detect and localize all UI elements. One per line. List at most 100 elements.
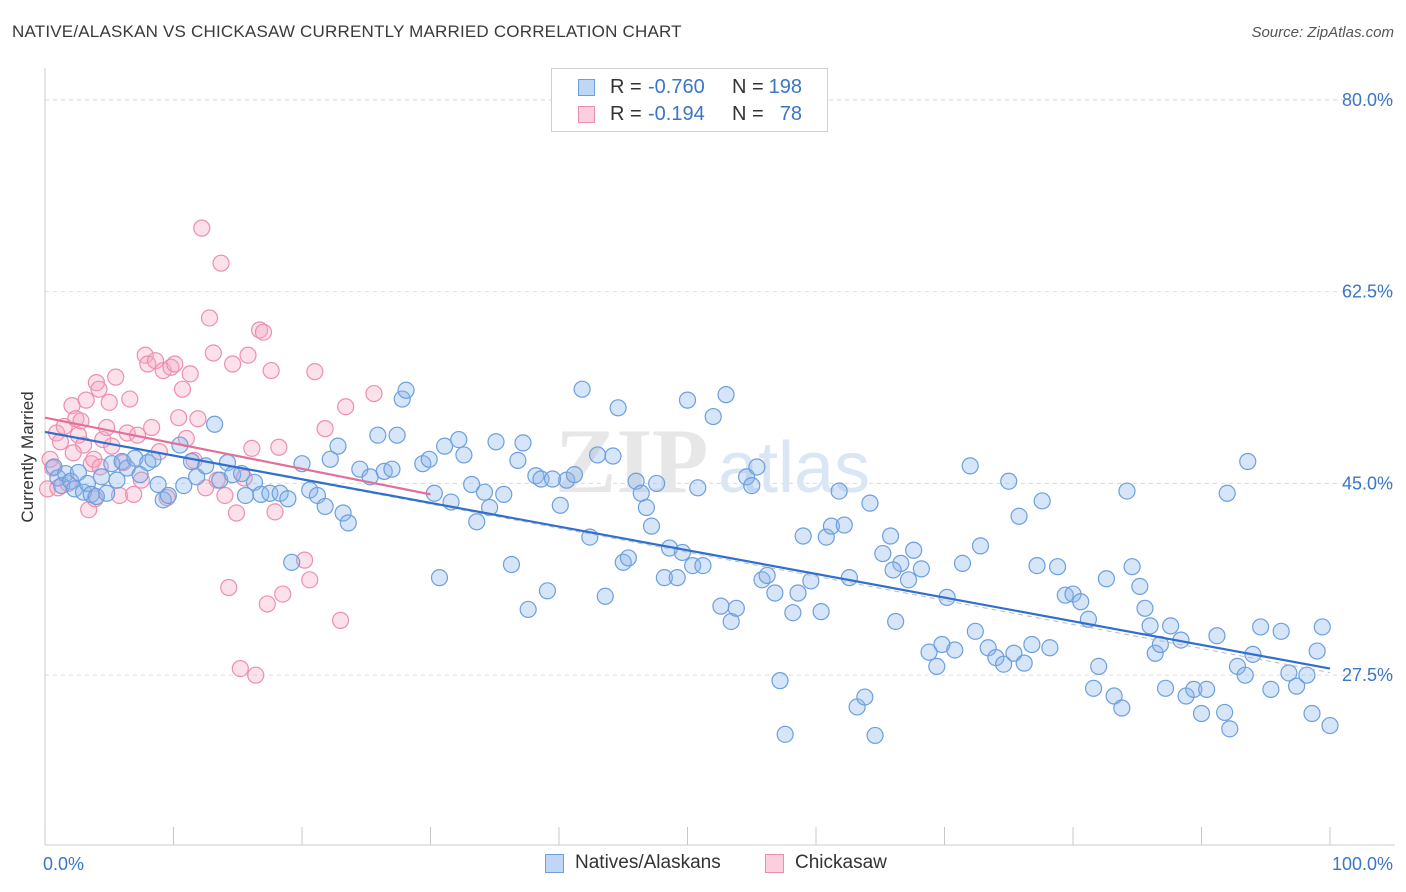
data-point-natives bbox=[509, 451, 527, 470]
data-point-natives bbox=[388, 426, 406, 444]
data-point-natives bbox=[87, 487, 106, 506]
data-point-natives bbox=[678, 391, 697, 409]
legend-r-label: R = bbox=[610, 103, 642, 125]
data-point-natives bbox=[748, 458, 766, 476]
data-point-natives bbox=[727, 599, 745, 617]
data-point-natives bbox=[65, 480, 84, 498]
data-point-natives bbox=[1216, 703, 1234, 722]
data-point-natives bbox=[514, 434, 532, 452]
data-point-natives bbox=[420, 450, 438, 468]
data-point-chickasaw bbox=[173, 380, 192, 398]
data-point-natives bbox=[887, 612, 905, 631]
data-point-natives bbox=[1313, 618, 1331, 636]
data-point-natives bbox=[1262, 680, 1280, 699]
data-point-natives bbox=[1272, 622, 1290, 640]
legend-row-chickasaw: R = -0.194 N = 78 bbox=[552, 102, 827, 126]
data-point-natives bbox=[1156, 679, 1175, 697]
data-point-natives bbox=[1097, 570, 1116, 588]
data-point-natives bbox=[971, 537, 990, 555]
legend-r-value: -0.194 bbox=[648, 103, 705, 125]
data-point-natives bbox=[1072, 593, 1090, 611]
data-point-natives bbox=[946, 641, 964, 659]
data-point-natives bbox=[393, 390, 411, 408]
data-point-natives bbox=[430, 569, 449, 587]
data-point-natives bbox=[1105, 687, 1123, 705]
data-point-natives bbox=[1218, 484, 1236, 502]
legend-n-value: 78 bbox=[779, 103, 802, 125]
data-point-natives bbox=[632, 484, 650, 502]
data-point-natives bbox=[383, 460, 401, 478]
data-point-natives bbox=[694, 556, 712, 575]
data-point-natives bbox=[1280, 664, 1298, 682]
data-point-natives bbox=[881, 527, 900, 545]
data-point-natives bbox=[1141, 617, 1159, 635]
data-point-natives bbox=[316, 497, 334, 516]
data-point-natives bbox=[637, 498, 655, 517]
data-point-chickasaw bbox=[121, 390, 139, 408]
bottom-legend-swatch-pink bbox=[765, 854, 784, 873]
data-point-natives bbox=[642, 517, 661, 535]
data-point-natives bbox=[538, 582, 557, 600]
data-point-natives bbox=[527, 467, 545, 485]
legend-n-label: N = bbox=[732, 76, 764, 98]
data-point-natives bbox=[502, 555, 521, 574]
data-point-natives bbox=[619, 549, 637, 567]
y-tick-label: 45.0% bbox=[1342, 473, 1393, 493]
data-point-natives bbox=[609, 399, 627, 417]
data-point-chickasaw bbox=[181, 365, 199, 383]
data-point-natives bbox=[159, 486, 177, 505]
data-point-natives bbox=[905, 541, 923, 559]
legend-swatch-pink bbox=[578, 106, 595, 123]
data-point-natives bbox=[329, 437, 347, 455]
chart-title: NATIVE/ALASKAN VS CHICKASAW CURRENTLY MA… bbox=[12, 22, 682, 41]
data-point-natives bbox=[953, 554, 972, 573]
bottom-legend-label-chickasaw: Chickasaw bbox=[795, 852, 887, 873]
data-point-natives bbox=[397, 381, 415, 399]
data-point-natives bbox=[78, 474, 97, 493]
data-point-chickasaw bbox=[189, 410, 207, 428]
data-point-natives bbox=[1015, 654, 1033, 672]
data-point-chickasaw bbox=[295, 551, 314, 569]
data-point-natives bbox=[596, 587, 614, 605]
data-point-chickasaw bbox=[100, 393, 118, 411]
data-point-natives bbox=[758, 566, 776, 585]
data-point-chickasaw bbox=[258, 595, 276, 613]
correlation-legend: R = -0.760 N = 198 R = -0.194 N = 78 bbox=[551, 68, 828, 132]
data-point-natives bbox=[1041, 639, 1059, 657]
x-tick-label: 100.0% bbox=[1332, 854, 1393, 874]
data-point-chickasaw bbox=[243, 439, 261, 457]
bottom-legend-swatch-blue bbox=[545, 854, 564, 873]
data-point-chickasaw bbox=[212, 254, 230, 272]
data-point-natives bbox=[856, 688, 874, 706]
data-point-chickasaw bbox=[204, 344, 222, 362]
data-point-natives bbox=[794, 527, 812, 545]
x-tick-label: 0.0% bbox=[43, 854, 84, 874]
data-point-natives bbox=[1208, 627, 1226, 645]
data-point-natives bbox=[1123, 558, 1141, 576]
data-point-natives bbox=[771, 672, 789, 690]
legend-row-natives: R = -0.760 N = 198 bbox=[552, 75, 827, 99]
trend-line-chickasaw bbox=[44, 416, 431, 496]
data-point-natives bbox=[866, 726, 884, 745]
data-point-natives bbox=[175, 477, 193, 495]
trend-lines bbox=[44, 416, 1331, 674]
data-point-natives bbox=[743, 477, 761, 495]
axes bbox=[44, 68, 1395, 846]
data-point-natives bbox=[279, 490, 297, 508]
data-point-natives bbox=[995, 655, 1013, 673]
data-point-chickasaw bbox=[216, 486, 234, 505]
data-point-natives bbox=[1118, 482, 1136, 500]
data-point-chickasaw bbox=[316, 420, 334, 438]
source-label: Source: ZipAtlas.com bbox=[1251, 24, 1394, 41]
data-point-chickasaw bbox=[90, 380, 108, 398]
data-point-natives bbox=[830, 482, 848, 500]
data-point-natives bbox=[1198, 680, 1216, 699]
data-point-natives bbox=[966, 622, 984, 640]
data-point-chickasaw bbox=[247, 666, 265, 684]
data-point-natives bbox=[252, 485, 270, 503]
data-point-natives bbox=[884, 561, 902, 579]
data-point-natives bbox=[1303, 704, 1321, 723]
data-point-chickasaw bbox=[166, 355, 184, 373]
data-point-natives bbox=[369, 426, 387, 444]
data-point-natives bbox=[1048, 558, 1067, 576]
